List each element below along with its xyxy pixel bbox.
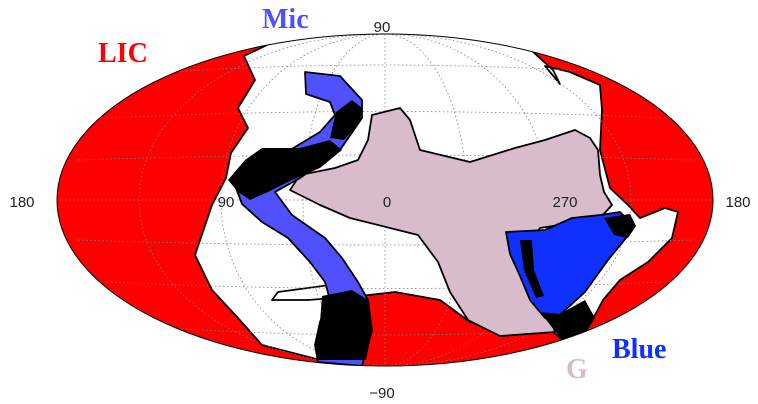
tick-left-180: 180 bbox=[9, 194, 34, 211]
overlap-lic-blue-lower bbox=[540, 300, 595, 340]
overlap-lic-blue-right bbox=[604, 214, 636, 238]
overlap-lic-mic-lower bbox=[315, 290, 372, 360]
overlap-lic-mic-top bbox=[330, 100, 362, 140]
tick-lon-0: 0 bbox=[383, 194, 391, 211]
label-mic: Mic bbox=[262, 4, 309, 35]
tick-lon-90: 90 bbox=[218, 194, 235, 211]
overlap-regions bbox=[228, 100, 636, 360]
map-area bbox=[57, 34, 713, 366]
overlap-lic-mic-upper bbox=[228, 140, 342, 200]
tick-right-180: 180 bbox=[725, 194, 750, 211]
tick-bottom-minus90: −90 bbox=[369, 385, 394, 402]
label-lic: LIC bbox=[98, 38, 148, 69]
map-border bbox=[56, 33, 714, 367]
tick-lon-270: 270 bbox=[552, 194, 577, 211]
label-g: G bbox=[566, 354, 588, 385]
overlap-blue-g-sliver bbox=[520, 240, 544, 298]
label-blue: Blue bbox=[612, 334, 666, 365]
tick-top-90: 90 bbox=[374, 19, 391, 36]
